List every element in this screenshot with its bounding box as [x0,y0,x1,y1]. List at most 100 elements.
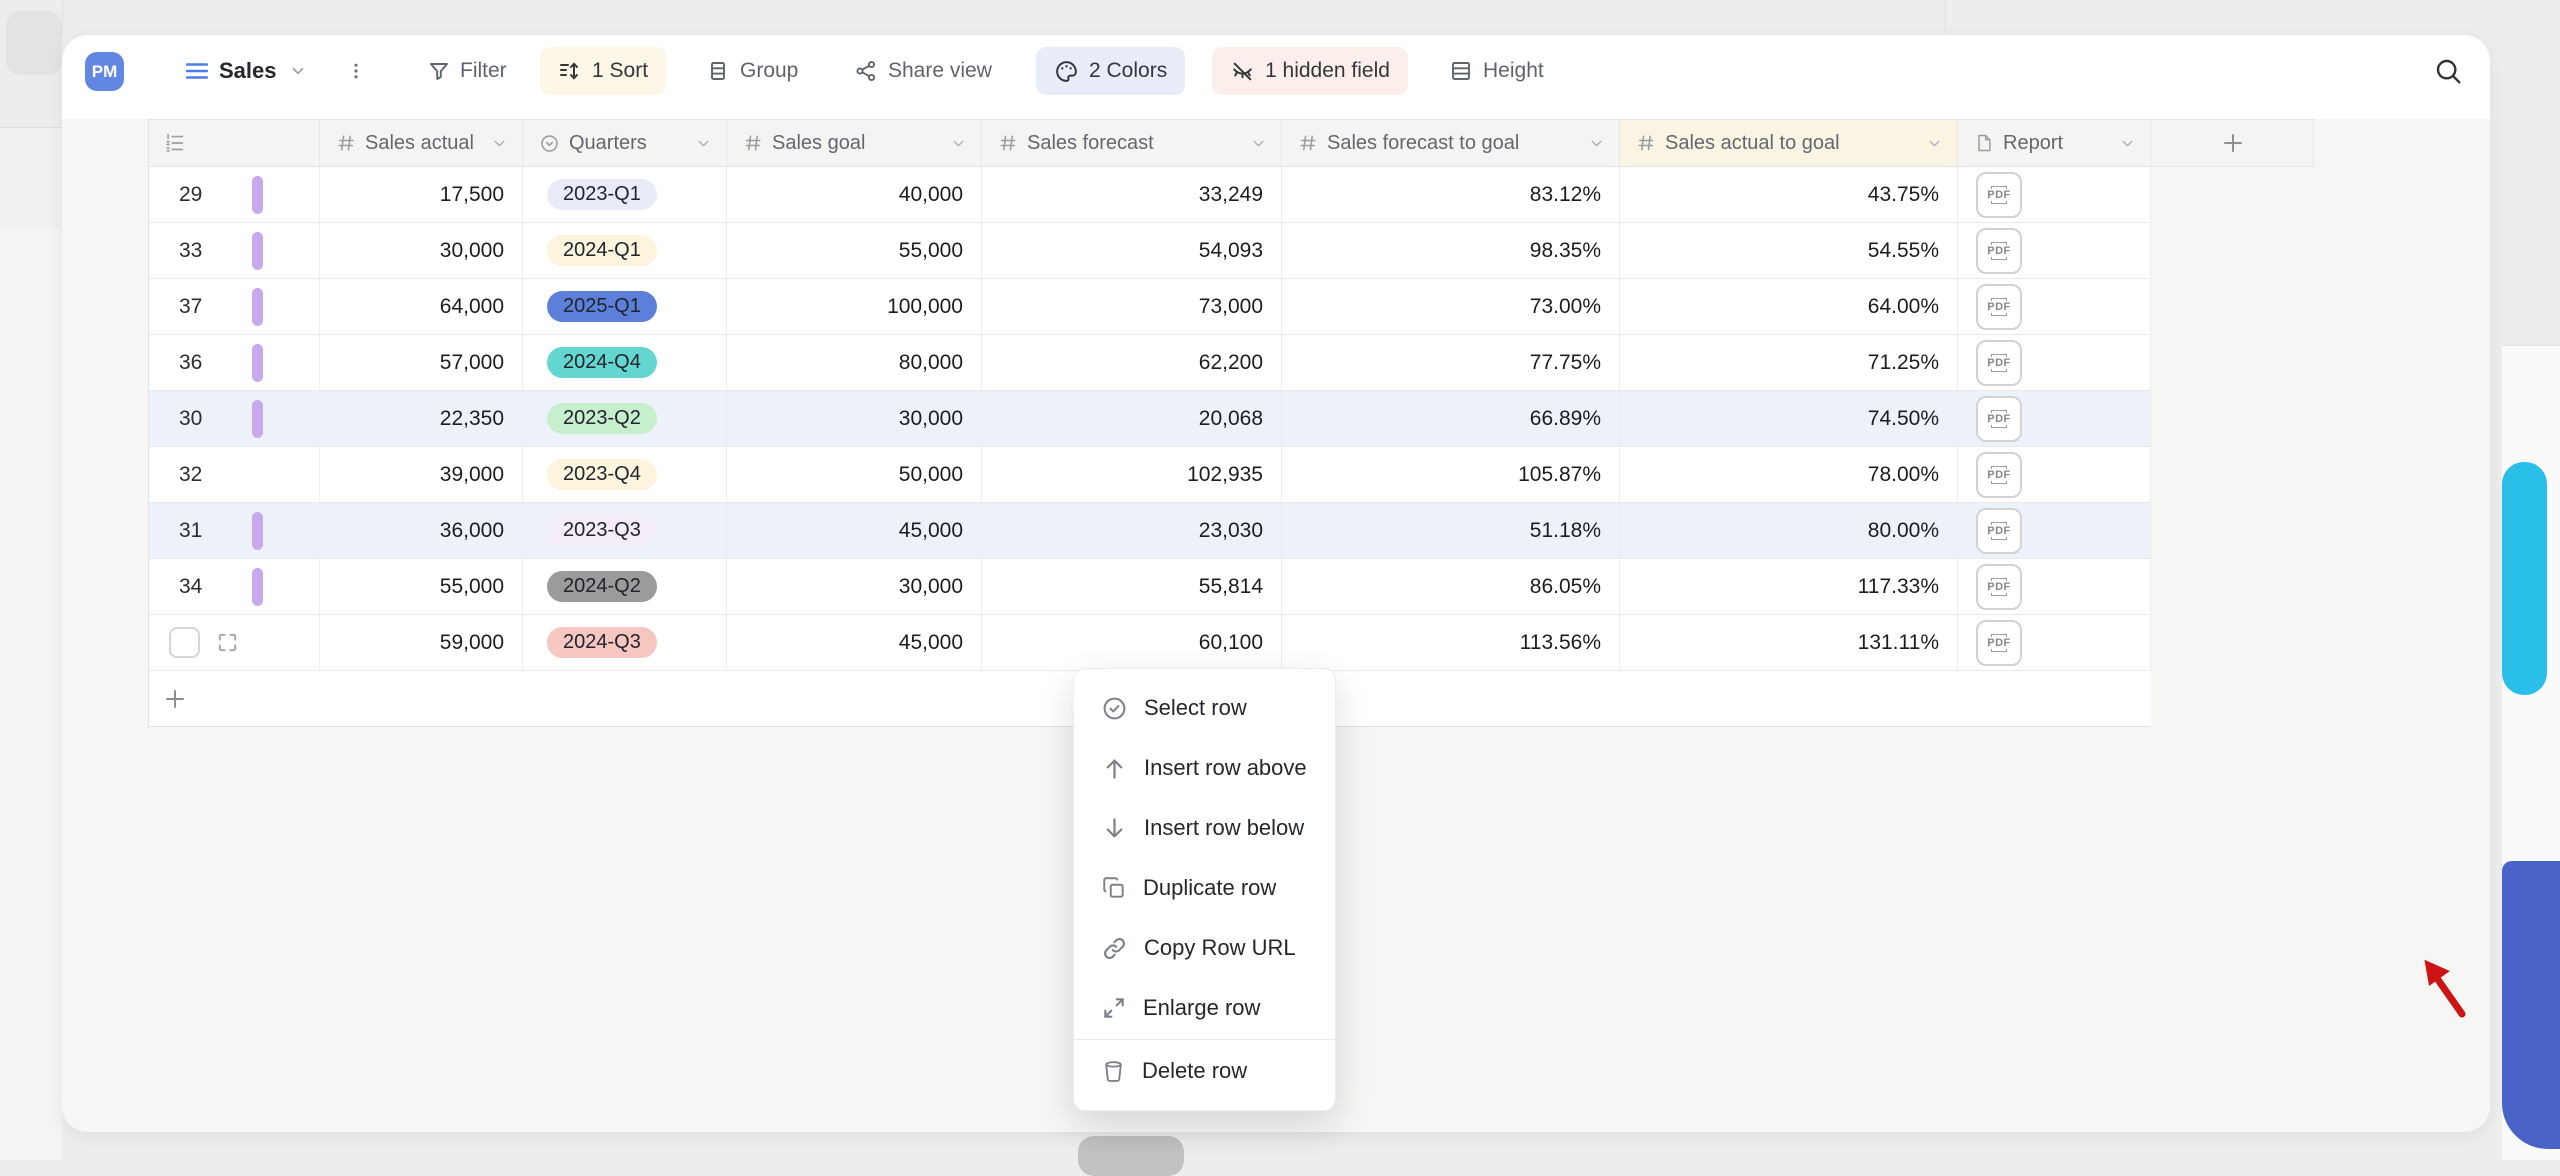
cell-actual-to-goal[interactable]: 71.25% [1620,335,1958,390]
cell-quarters[interactable]: 2023-Q1 [523,167,727,222]
column-header-sales_goal[interactable]: Sales goal [727,120,982,166]
cell-actual-to-goal[interactable]: 64.00% [1620,279,1958,334]
column-header-row[interactable] [148,120,320,166]
chevron-down-icon[interactable] [950,135,967,152]
cell-sales-forecast[interactable]: 23,030 [982,503,1282,558]
chevron-down-icon[interactable] [1926,135,1943,152]
cell-row-number[interactable]: 34 [148,559,320,614]
column-header-add[interactable] [2151,120,2314,166]
cell-actual-to-goal[interactable]: 117.33% [1620,559,1958,614]
column-header-quarters[interactable]: Quarters [523,120,727,166]
cell-report[interactable]: PDF [1958,447,2151,502]
view-chevron-icon[interactable] [289,47,307,95]
pdf-attachment-chip[interactable]: PDF [1976,563,2022,610]
cell-forecast-to-goal[interactable]: 83.12% [1282,167,1620,222]
cell-forecast-to-goal[interactable]: 73.00% [1282,279,1620,334]
cell-sales-actual[interactable]: 39,000 [320,447,523,502]
avatar[interactable]: PM [85,52,124,91]
cell-report[interactable]: PDF [1958,391,2151,446]
cell-forecast-to-goal[interactable]: 51.18% [1282,503,1620,558]
pdf-attachment-chip[interactable]: PDF [1976,451,2022,498]
cell-report[interactable]: PDF [1958,615,2151,670]
pdf-attachment-chip[interactable]: PDF [1976,339,2022,386]
cell-sales-goal[interactable]: 80,000 [727,335,982,390]
cell-sales-forecast[interactable]: 33,249 [982,167,1282,222]
cell-sales-forecast[interactable]: 54,093 [982,223,1282,278]
cell-sales-actual[interactable]: 57,000 [320,335,523,390]
cell-sales-actual[interactable]: 30,000 [320,223,523,278]
cell-row-number[interactable]: 29 [148,167,320,222]
cell-sales-actual[interactable]: 64,000 [320,279,523,334]
cell-report[interactable]: PDF [1958,335,2151,390]
cell-actual-to-goal[interactable]: 43.75% [1620,167,1958,222]
cell-sales-actual[interactable]: 22,350 [320,391,523,446]
menu-item-insert-row-above[interactable]: Insert row above [1074,738,1335,798]
pdf-attachment-chip[interactable]: PDF [1976,283,2022,330]
column-header-forecast_to_goal[interactable]: Sales forecast to goal [1282,120,1620,166]
menu-item-select-row[interactable]: Select row [1074,678,1335,738]
menu-item-enlarge-row[interactable]: Enlarge row [1074,978,1335,1038]
cell-forecast-to-goal[interactable]: 113.56% [1282,615,1620,670]
cell-forecast-to-goal[interactable]: 66.89% [1282,391,1620,446]
cell-sales-goal[interactable]: 45,000 [727,503,982,558]
column-header-sales_actual[interactable]: Sales actual [320,120,523,166]
cell-row-number[interactable]: 36 [148,335,320,390]
cell-sales-goal[interactable]: 45,000 [727,615,982,670]
cell-report[interactable]: PDF [1958,167,2151,222]
cell-quarters[interactable]: 2023-Q4 [523,447,727,502]
column-header-sales_forecast[interactable]: Sales forecast [982,120,1282,166]
expand-row-icon[interactable] [216,631,239,654]
cell-forecast-to-goal[interactable]: 98.35% [1282,223,1620,278]
cell-actual-to-goal[interactable]: 54.55% [1620,223,1958,278]
cell-sales-actual[interactable]: 59,000 [320,615,523,670]
menu-item-delete-row[interactable]: Delete row [1074,1041,1335,1101]
cell-row-number[interactable]: 37 [148,279,320,334]
row-height-button[interactable]: Height [1449,47,1544,95]
filter-button[interactable]: Filter [427,47,507,95]
cell-quarters[interactable]: 2024-Q1 [523,223,727,278]
cell-row-number[interactable]: 31 [148,503,320,558]
cell-actual-to-goal[interactable]: 80.00% [1620,503,1958,558]
chevron-down-icon[interactable] [2119,135,2136,152]
cell-quarters[interactable]: 2024-Q2 [523,559,727,614]
column-header-actual_to_goal[interactable]: Sales actual to goal [1620,120,1958,166]
cell-sales-goal[interactable]: 50,000 [727,447,982,502]
chevron-down-icon[interactable] [1250,135,1267,152]
cell-sales-goal[interactable]: 40,000 [727,167,982,222]
pdf-attachment-chip[interactable]: PDF [1976,227,2022,274]
cell-forecast-to-goal[interactable]: 77.75% [1282,335,1620,390]
search-icon[interactable] [2432,55,2464,92]
group-button[interactable]: Group [706,47,798,95]
cell-sales-actual[interactable]: 55,000 [320,559,523,614]
more-options-icon[interactable] [346,47,366,95]
cell-sales-forecast[interactable]: 73,000 [982,279,1282,334]
view-name[interactable]: Sales [219,58,277,83]
menu-item-insert-row-below[interactable]: Insert row below [1074,798,1335,858]
cell-report[interactable]: PDF [1958,503,2151,558]
cell-actual-to-goal[interactable]: 78.00% [1620,447,1958,502]
cell-sales-actual[interactable]: 17,500 [320,167,523,222]
share-view-button[interactable]: Share view [854,47,992,95]
view-list-icon[interactable] [184,47,210,95]
cell-sales-forecast[interactable]: 60,100 [982,615,1282,670]
cell-sales-goal[interactable]: 55,000 [727,223,982,278]
cell-forecast-to-goal[interactable]: 105.87% [1282,447,1620,502]
cell-actual-to-goal[interactable]: 74.50% [1620,391,1958,446]
column-header-report[interactable]: Report [1958,120,2151,166]
cell-quarters[interactable]: 2023-Q2 [523,391,727,446]
cell-sales-goal[interactable]: 30,000 [727,391,982,446]
pdf-attachment-chip[interactable]: PDF [1976,171,2022,218]
cell-quarters[interactable]: 2024-Q3 [523,615,727,670]
cell-actual-to-goal[interactable]: 131.11% [1620,615,1958,670]
cell-sales-forecast[interactable]: 62,200 [982,335,1282,390]
cell-sales-goal[interactable]: 100,000 [727,279,982,334]
cell-row-number[interactable]: 33 [148,223,320,278]
cell-row-number[interactable]: 30 [148,391,320,446]
cell-forecast-to-goal[interactable]: 86.05% [1282,559,1620,614]
cell-sales-forecast[interactable]: 102,935 [982,447,1282,502]
colors-button[interactable]: 2 Colors [1036,47,1186,95]
cell-sales-actual[interactable]: 36,000 [320,503,523,558]
menu-item-duplicate-row[interactable]: Duplicate row [1074,858,1335,918]
cell-quarters[interactable]: 2023-Q3 [523,503,727,558]
cell-quarters[interactable]: 2025-Q1 [523,279,727,334]
